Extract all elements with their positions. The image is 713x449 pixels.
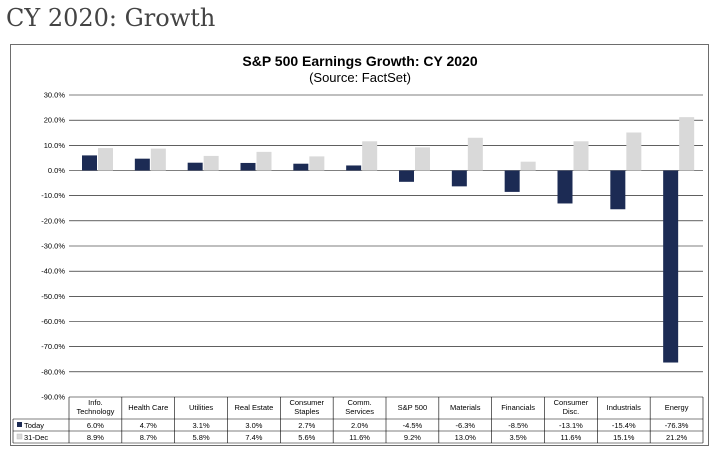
bar-today [82,155,97,171]
bar-dec31 [150,148,166,171]
bar-dec31 [467,137,483,171]
data-table-cell: 8.9% [87,433,104,442]
data-table-cell: 5.6% [298,433,315,442]
category-label: Technology [76,407,114,416]
page-heading: CY 2020: Growth [6,4,216,32]
data-table-cell: 8.7% [140,433,157,442]
category-label: Materials [450,403,481,412]
y-tick-label: -20.0% [41,216,65,225]
data-table-cell: 15.1% [613,433,635,442]
y-tick-label: -70.0% [41,342,65,351]
data-table-cell: -6.3% [455,421,475,430]
y-tick-label: -50.0% [41,292,65,301]
bar-today [557,170,573,204]
data-table-cell: -15.4% [612,421,636,430]
legend-swatch [16,433,23,440]
chart-subtitle: (Source: FactSet) [309,70,411,85]
earnings-growth-chart: S&P 500 Earnings Growth: CY 2020 (Source… [12,53,704,444]
data-table-cell: 3.5% [510,433,527,442]
bar-today [240,162,256,171]
data-table-cell: 2.0% [351,421,368,430]
bar-dec31 [415,147,430,171]
bar-dec31 [520,161,536,171]
data-table-cell: 3.1% [193,421,210,430]
data-table-cell: 7.4% [245,433,262,442]
data-table-cell: -4.5% [403,421,423,430]
y-tick-label: 30.0% [44,91,66,100]
category-label: Energy [665,403,689,412]
category-label: Consumer [289,398,324,407]
chart-frame: S&P 500 Earnings Growth: CY 2020 (Source… [10,44,709,446]
legend-label: Today [24,421,44,430]
y-tick-label: -90.0% [41,393,65,402]
y-tick-label: -30.0% [41,242,65,251]
y-tick-label: 10.0% [44,141,66,150]
category-label: Utilities [189,403,213,412]
bar-dec31 [362,141,378,171]
legend-swatch [17,422,22,427]
data-table-cell: 9.2% [404,433,421,442]
category-label: Industrials [607,403,641,412]
bar-dec31 [256,151,272,171]
category-label: Comm. [347,398,371,407]
bar-dec31 [573,141,589,171]
data-table-cell: 21.2% [666,433,688,442]
data-table-cell: 2.7% [298,421,315,430]
bar-today [346,165,362,171]
y-tick-label: -10.0% [41,191,65,200]
category-label: S&P 500 [398,403,427,412]
category-label: Consumer [554,398,589,407]
category-label: Financials [501,403,535,412]
data-table-cell: -8.5% [508,421,528,430]
y-tick-label: -40.0% [41,267,65,276]
data-table-cell: 3.0% [245,421,262,430]
bar-dec31 [679,117,695,171]
data-table-cell: 13.0% [455,433,477,442]
bar-today [187,162,203,171]
bar-today [504,170,520,192]
bar-today [663,170,679,363]
data-table-cell: 11.6% [561,433,582,442]
category-label: Info. [88,398,103,407]
category-label: Health Care [128,403,168,412]
bar-dec31 [626,132,642,171]
bar-dec31 [98,148,113,171]
bar-today [399,170,414,182]
category-label: Disc. [563,407,580,416]
bar-dec31 [309,156,325,171]
category-label: Staples [294,407,319,416]
y-tick-label: -80.0% [41,367,65,376]
chart-title: S&P 500 Earnings Growth: CY 2020 [242,53,477,69]
data-table-cell: 5.8% [193,433,210,442]
bar-today [293,163,309,171]
data-table-cell: 11.6% [349,433,370,442]
category-label: Services [345,407,374,416]
y-tick-label: 0.0% [48,166,65,175]
data-table-cell: -76.3% [665,421,689,430]
y-tick-label: 20.0% [44,116,66,125]
legend-label: 31-Dec [24,433,48,442]
data-table-cell: 6.0% [87,421,104,430]
bar-dec31 [203,155,219,171]
data-table-cell: -13.1% [559,421,583,430]
bar-today [451,170,467,187]
data-table-cell: 4.7% [140,421,157,430]
bar-today [610,170,626,210]
bar-today [134,158,150,171]
y-tick-label: -60.0% [41,317,65,326]
category-label: Real Estate [235,403,274,412]
